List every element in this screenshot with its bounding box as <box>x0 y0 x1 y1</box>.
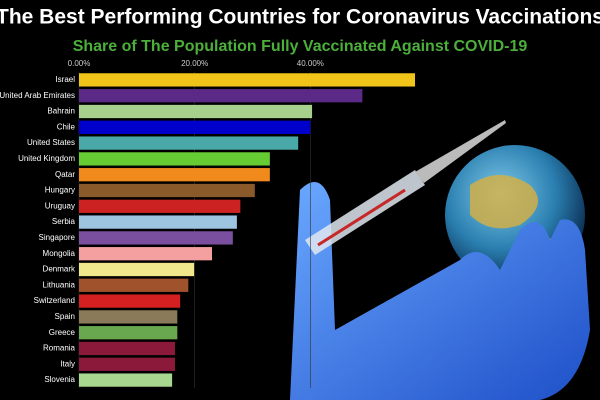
category-label: United Arab Emirates <box>0 91 75 100</box>
bar <box>79 357 176 371</box>
category-label: Qatar <box>55 170 75 179</box>
bar <box>79 294 181 308</box>
bar <box>79 341 176 356</box>
bar <box>79 168 270 182</box>
category-label: Hungary <box>45 186 75 195</box>
category-label: Uruguay <box>45 201 75 210</box>
x-tick-label: 40.00% <box>297 59 324 68</box>
category-label: Romania <box>43 344 76 353</box>
category-label: Denmark <box>43 265 76 274</box>
bar <box>79 247 213 261</box>
chart-subtitle: Share of The Population Fully Vaccinated… <box>73 38 528 55</box>
category-label: Slovenia <box>44 375 75 384</box>
bar <box>79 231 233 245</box>
category-label: Lithuania <box>43 280 76 289</box>
category-label: Spain <box>55 312 75 321</box>
bar <box>79 310 178 324</box>
x-tick-label: 0.00% <box>68 59 91 68</box>
category-label: Italy <box>60 359 75 368</box>
bar <box>79 199 241 213</box>
bar <box>79 183 255 198</box>
bar <box>79 120 311 134</box>
category-label: Singapore <box>39 233 76 242</box>
bar <box>79 104 313 119</box>
category-label: Greece <box>49 328 76 337</box>
bar <box>79 373 173 387</box>
category-label: Bahrain <box>47 107 75 116</box>
bar <box>79 326 178 340</box>
category-label: Serbia <box>52 217 76 226</box>
illustration <box>290 120 590 400</box>
bar <box>79 278 189 292</box>
bar <box>79 89 363 103</box>
category-label: United States <box>27 138 75 147</box>
category-label: Switzerland <box>34 296 75 305</box>
category-label: Mongolia <box>43 249 76 258</box>
category-label: United Kingdom <box>18 154 75 163</box>
category-label: Chile <box>57 122 76 131</box>
category-label: Israel <box>55 75 75 84</box>
x-tick-label: 20.00% <box>181 59 208 68</box>
bar <box>79 215 237 229</box>
chart-title: The Best Performing Countries for Corona… <box>0 6 600 29</box>
bar <box>79 152 270 166</box>
bar <box>79 136 299 150</box>
bar <box>79 262 195 277</box>
bar <box>79 73 416 87</box>
